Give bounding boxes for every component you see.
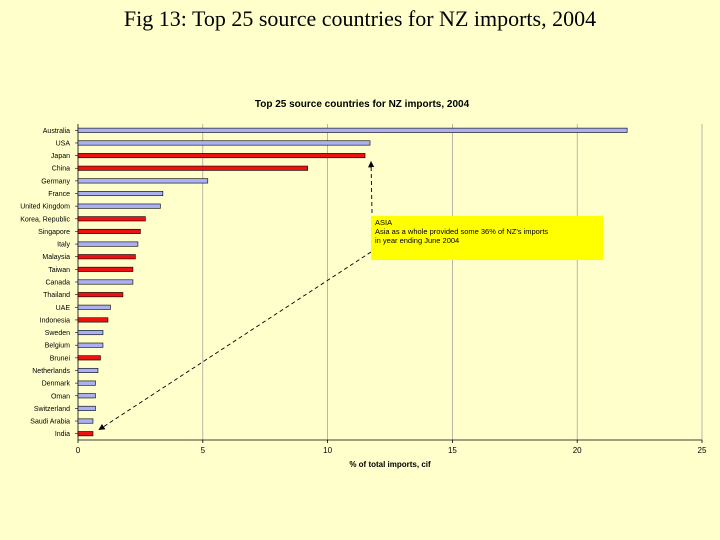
bar-malaysia	[77, 254, 136, 260]
bar-germany	[77, 178, 209, 184]
bar-canada	[77, 279, 134, 285]
bar-france	[77, 191, 164, 197]
bar-switzerland	[77, 405, 96, 411]
bar-japan	[77, 153, 366, 159]
plot-area	[78, 124, 702, 440]
category-label: Indonesia	[40, 317, 70, 324]
x-axis-title: % of total imports, cif	[349, 460, 431, 469]
category-label: Malaysia	[42, 254, 70, 261]
bar-belgium	[77, 342, 104, 348]
category-label: Japan	[51, 153, 70, 160]
bar-india	[77, 431, 94, 437]
category-label: Singapore	[38, 229, 70, 236]
category-label: USA	[56, 140, 71, 147]
category-label: India	[55, 431, 70, 438]
category-label: Brunei	[50, 355, 71, 362]
x-tick-label-0: 0	[76, 446, 81, 455]
category-label: UAE	[56, 305, 71, 312]
annotation-title: ASIA	[375, 218, 393, 227]
category-label: Korea, Republic	[20, 216, 70, 223]
x-tick-label-25: 25	[698, 446, 707, 455]
x-tick-label-10: 10	[323, 446, 332, 455]
bar-netherlands	[77, 367, 99, 373]
category-label: Thailand	[43, 292, 70, 299]
bar-saudi-arabia	[77, 418, 94, 424]
bar-singapore	[77, 228, 141, 234]
category-label: Denmark	[42, 381, 71, 388]
bar-indonesia	[77, 317, 109, 323]
category-label: Belgium	[45, 343, 70, 350]
bar-uae	[77, 304, 111, 310]
bar-italy	[77, 241, 139, 247]
x-tick-label-20: 20	[573, 446, 582, 455]
bar-australia	[77, 127, 628, 133]
category-label: Italy	[57, 242, 70, 249]
category-label: Netherlands	[32, 368, 70, 375]
category-label: Germany	[41, 178, 70, 185]
annotation-arrow-india	[98, 251, 372, 431]
bar-sweden	[77, 330, 104, 336]
bar-china	[77, 165, 308, 171]
bar-thailand	[77, 292, 124, 298]
category-label: Saudi Arabia	[30, 419, 70, 426]
category-label: Switzerland	[34, 406, 70, 413]
bar-korea-republic	[77, 216, 146, 222]
category-label: Canada	[45, 280, 70, 287]
chart-title: Top 25 source countries for NZ imports, …	[255, 99, 470, 110]
bar-taiwan	[77, 266, 134, 272]
annotation-arrow-japan	[367, 160, 375, 214]
asia-annotation-box: ASIA Asia as a whole provided some 36% o…	[371, 216, 603, 260]
category-label: China	[52, 166, 70, 173]
x-tick-label-15: 15	[448, 446, 457, 455]
category-label: Taiwan	[48, 267, 70, 274]
category-label: Sweden	[45, 330, 70, 337]
category-label: United Kingdom	[20, 204, 70, 211]
slide-title: Fig 13: Top 25 source countries for NZ i…	[123, 6, 597, 31]
bar-brunei	[77, 355, 101, 361]
bar-united-kingdom	[77, 203, 161, 209]
annotation-line-1: Asia as a whole provided some 36% of NZ'…	[375, 227, 549, 236]
bar-denmark	[77, 380, 96, 386]
bar-usa	[77, 140, 371, 146]
bar-oman	[77, 393, 96, 399]
annotation-line-2: in year ending June 2004	[375, 236, 460, 245]
category-label: Australia	[43, 128, 70, 135]
category-label: Oman	[51, 393, 70, 400]
x-tick-label-5: 5	[201, 446, 206, 455]
category-label: France	[48, 191, 70, 198]
